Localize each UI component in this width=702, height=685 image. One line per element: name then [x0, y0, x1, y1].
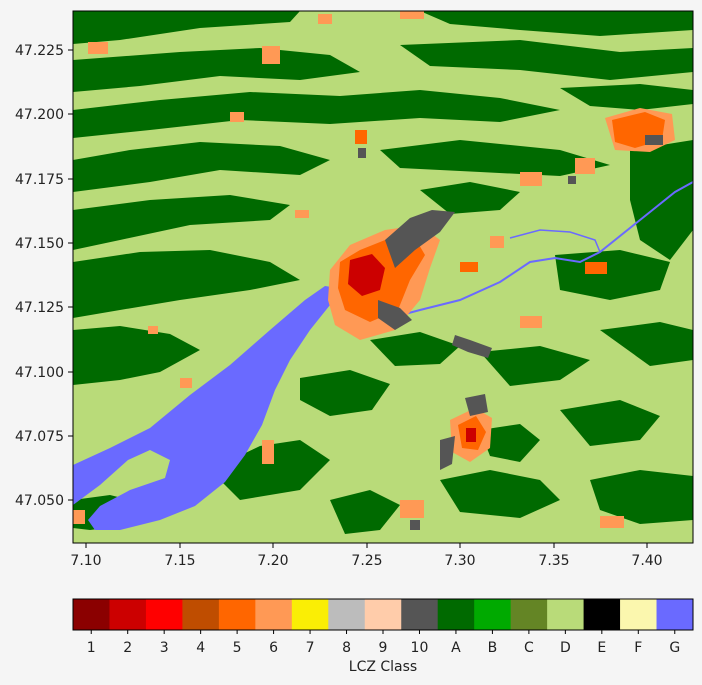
river-channel [509, 229, 601, 253]
colorbar-label: F [634, 640, 642, 656]
x-tick-label: 7.25 [351, 553, 382, 569]
colorbar-label: 7 [306, 640, 315, 656]
x-tick-label: 7.20 [257, 553, 288, 569]
colorbar-label: 1 [87, 640, 96, 656]
colorbar-swatch-9 [364, 599, 402, 630]
colorbar-label: 9 [379, 640, 388, 656]
colorbar-swatch-f [620, 599, 658, 630]
colorbar-label: 10 [411, 640, 429, 656]
x-tick-label: 7.10 [70, 553, 101, 569]
colorbar-label: B [488, 640, 498, 656]
map-frame [72, 10, 694, 544]
colorbar-swatch-g [656, 599, 694, 630]
colorbar-swatch-7 [291, 599, 329, 630]
y-axis-ticks: 47.225 47.200 47.175 47.150 47.125 47.10… [15, 43, 64, 509]
y-tick-label: 47.050 [15, 493, 64, 509]
colorbar-label: G [669, 640, 680, 656]
colorbar-label: D [560, 640, 571, 656]
colorbar-label: 2 [123, 640, 132, 656]
lcz-raster [73, 11, 693, 543]
y-tick-label: 47.075 [15, 429, 64, 445]
colorbar-label: 3 [160, 640, 169, 656]
y-tick-label: 47.125 [15, 300, 64, 316]
axis-tick-marks [68, 49, 648, 548]
y-tick-label: 47.100 [15, 365, 64, 381]
colorbar-swatch-10 [401, 599, 439, 630]
colorbar-swatch-a [437, 599, 475, 630]
colorbar-swatch-4 [182, 599, 220, 630]
lake-water [73, 286, 338, 530]
x-axis-ticks: 7.10 7.15 7.20 7.25 7.30 7.35 7.40 [70, 553, 662, 569]
colorbar-label: E [597, 640, 606, 656]
colorbar-title: LCZ Class [349, 659, 417, 675]
y-tick-label: 47.150 [15, 236, 64, 252]
colorbar-label: 4 [196, 640, 205, 656]
colorbar-swatch-5 [218, 599, 256, 630]
colorbar-swatch-8 [328, 599, 366, 630]
colorbar-swatch-c [510, 599, 548, 630]
colorbar-swatch-3 [145, 599, 183, 630]
lcz-colorbar: 1 2 3 4 5 6 7 8 9 10 A B C D E F G LCZ Class [72, 598, 694, 675]
colorbar-swatch-6 [255, 599, 293, 630]
y-tick-label: 47.225 [15, 43, 64, 59]
y-tick-label: 47.175 [15, 172, 64, 188]
map-panel: 7.10 7.15 7.20 7.25 7.30 7.35 7.40 47.22… [15, 10, 694, 569]
urban-areas [73, 11, 675, 530]
colorbar-swatch-e [583, 599, 621, 630]
colorbar-labels: 1 2 3 4 5 6 7 8 9 10 A B C D E F G [87, 630, 680, 656]
x-tick-label: 7.35 [538, 553, 569, 569]
colorbar-swatch-b [474, 599, 512, 630]
colorbar-label: 5 [233, 640, 242, 656]
x-tick-label: 7.30 [444, 553, 475, 569]
x-tick-label: 7.40 [631, 553, 662, 569]
colorbar-label: A [451, 640, 461, 656]
x-tick-label: 7.15 [164, 553, 195, 569]
colorbar-label: C [524, 640, 534, 656]
y-tick-label: 47.200 [15, 107, 64, 123]
colorbar-label: 6 [269, 640, 278, 656]
colorbar-swatch-2 [109, 599, 147, 630]
colorbar-label: 8 [342, 640, 351, 656]
colorbar-frame [72, 598, 694, 631]
colorbar-swatches [73, 599, 694, 630]
colorbar-swatch-d [547, 599, 585, 630]
colorbar-swatch-1 [73, 599, 110, 630]
